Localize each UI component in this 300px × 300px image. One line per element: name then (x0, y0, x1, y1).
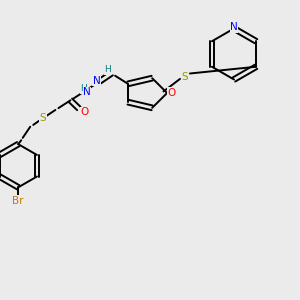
Text: Br: Br (13, 196, 24, 206)
Text: H: H (81, 84, 87, 93)
Text: N: N (83, 87, 91, 97)
Text: S: S (181, 71, 188, 82)
Text: O: O (81, 107, 89, 117)
Text: N: N (93, 76, 101, 86)
Text: H: H (105, 65, 111, 74)
Text: O: O (167, 88, 176, 98)
Text: S: S (40, 113, 46, 123)
Text: N: N (230, 22, 238, 32)
